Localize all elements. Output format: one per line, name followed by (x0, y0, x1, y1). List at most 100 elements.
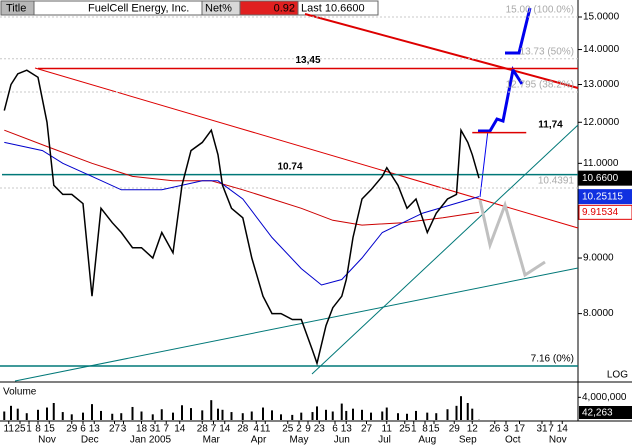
x-tick-label: 3 (503, 424, 509, 435)
x-tick-label: 7 (211, 424, 217, 435)
volume-bar (280, 414, 282, 420)
volume-bar (340, 403, 343, 420)
y-tick-label: 12.0000 (583, 117, 620, 128)
fib-label: 7.16 (0%) (531, 354, 574, 365)
x-tick-label: 6 (332, 424, 338, 435)
volume-bar (466, 403, 469, 420)
x-tick-label: 29 (66, 424, 78, 435)
x-tick-label: 12 (467, 424, 479, 435)
volume-bar (140, 411, 143, 420)
last-price-label: 10.25115 (582, 191, 623, 202)
x-tick-label: 31 (149, 424, 161, 435)
fib-label: 15.00 (100.0%) (506, 5, 574, 16)
volume-bar (46, 407, 48, 420)
series-line (4, 141, 480, 286)
level-label: 13,45 (295, 55, 320, 66)
x-tick-label: 8 (422, 424, 428, 435)
last-price-box (578, 189, 632, 205)
x-tick-label: 1 (26, 424, 32, 435)
volume-bar (291, 414, 294, 420)
x-tick-label: 6 (80, 424, 86, 435)
last-price-label: 10.6600 (582, 173, 619, 184)
last-price-label: 9.91534 (582, 207, 619, 218)
y-tick-label: 14.0000 (583, 44, 620, 55)
month-label: Dec (81, 435, 99, 446)
volume-bar (446, 409, 449, 420)
volume-bar (172, 412, 174, 420)
y-tick-label: 9.0000 (583, 253, 614, 264)
volume-bar (385, 407, 388, 420)
x-tick-label: 11 (260, 424, 271, 435)
volume-bar (221, 409, 224, 420)
volume-bar (397, 413, 399, 420)
month-label: Apr (251, 435, 267, 446)
volume-bar (100, 410, 102, 420)
y-tick-label: 11.0000 (583, 158, 619, 169)
volume-bar (300, 412, 303, 420)
volume-bar (91, 404, 93, 420)
y-tick-label: 15.0000 (583, 12, 620, 23)
x-tick-label: 7 (163, 424, 169, 435)
fib-label: 12.795 (38.2%) (506, 80, 574, 91)
volume-bar (25, 413, 28, 420)
x-tick-label: 26 (489, 424, 501, 435)
x-tick-label: 31 (536, 424, 548, 435)
volume-bar (311, 412, 314, 420)
month-label: Oct (505, 435, 521, 446)
volume-bar (406, 413, 408, 420)
volume-bar (361, 409, 363, 420)
last-box (297, 0, 379, 16)
fib-label: 10.4391 (538, 176, 575, 187)
level-label: 11,74 (538, 119, 563, 130)
net-label: Net% (205, 2, 232, 14)
x-tick-label: 8 (35, 424, 41, 435)
volume-bar (70, 414, 73, 420)
volume-bar (352, 408, 354, 420)
month-label: Jan 2005 (130, 435, 172, 446)
month-label: Sep (459, 435, 477, 446)
volume-bar (3, 411, 6, 420)
volume-bar (455, 405, 458, 420)
last-volume-box (579, 406, 632, 419)
volume-bar (241, 413, 244, 420)
series-line (4, 129, 480, 226)
x-tick-label: 3 (121, 424, 127, 435)
volume-bar (426, 412, 429, 420)
x-tick-label: 14 (219, 424, 231, 435)
x-tick-label: 11 (382, 424, 393, 435)
volume-bar (52, 403, 55, 420)
x-tick-label: 23 (314, 424, 326, 435)
title-tag: Title (6, 2, 26, 14)
x-tick-label: 18 (136, 424, 148, 435)
last-value: Last 10.6600 (301, 2, 365, 14)
volume-bar (181, 405, 183, 420)
month-label: Aug (418, 435, 436, 446)
volume-bar (37, 409, 39, 420)
x-tick-label: 14 (557, 424, 569, 435)
trendline (304, 13, 579, 89)
volume-bar (160, 409, 163, 420)
trendline (311, 124, 579, 375)
x-tick-label: 13 (89, 424, 101, 435)
x-tick-label: 13 (341, 424, 353, 435)
volume-bar (435, 413, 438, 420)
last-price-box (578, 204, 632, 220)
x-tick-label: 25 (14, 424, 26, 435)
volume-bar (316, 406, 318, 420)
x-tick-label: 7 (548, 424, 554, 435)
x-tick-label: 14 (174, 424, 186, 435)
projection (478, 199, 546, 278)
level-label: 10.74 (277, 161, 302, 172)
trendline (34, 67, 579, 229)
x-tick-label: 1 (411, 424, 417, 435)
volume-bar (381, 411, 384, 420)
x-tick-label: 28 (197, 424, 209, 435)
x-tick-label: 28 (237, 424, 249, 435)
x-tick-label: 25 (399, 424, 411, 435)
volume-bar (262, 407, 264, 420)
volume-bar (230, 412, 233, 420)
month-label: Mar (203, 435, 221, 446)
volume-bar (120, 413, 123, 420)
